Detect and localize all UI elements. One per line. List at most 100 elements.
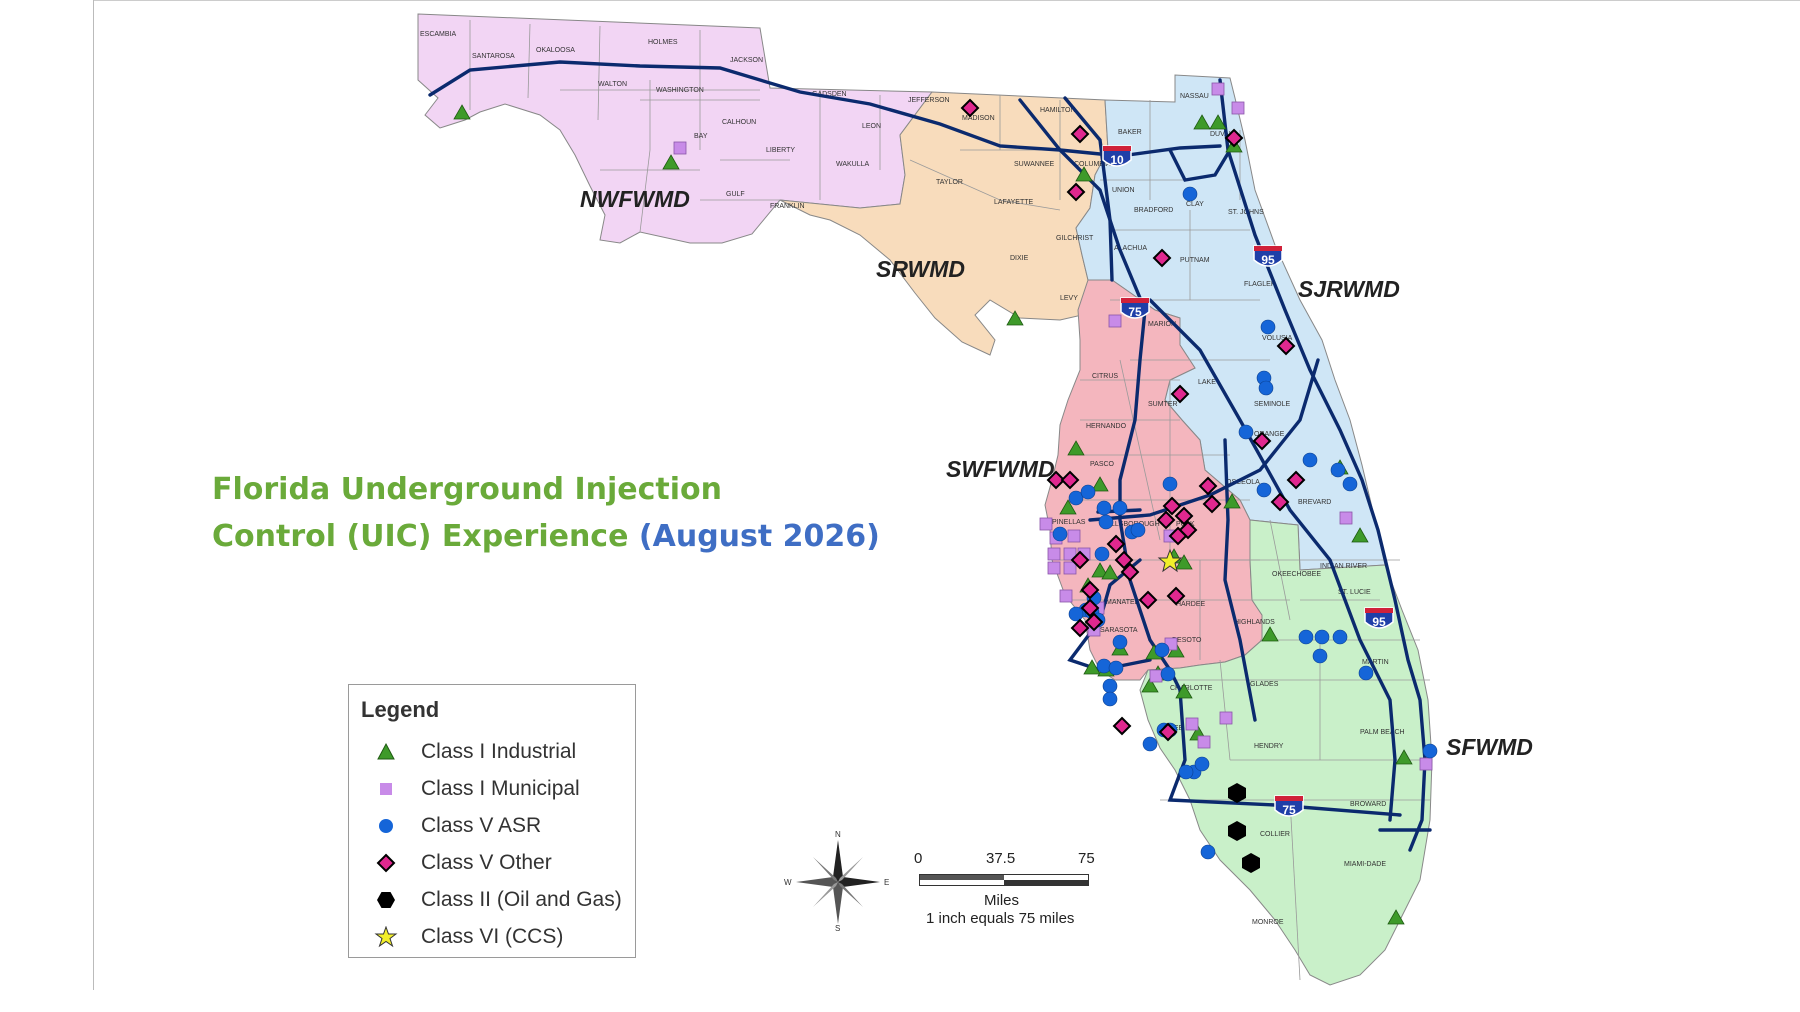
county-label: HIGHLANDS [1234, 619, 1275, 626]
scale-unit: Miles [984, 892, 1020, 909]
county-label: BROWARD [1350, 801, 1386, 808]
frame-top-border [93, 0, 1800, 1]
scale-bar-graphic [919, 874, 1089, 886]
county-label: COLUMBIA [1074, 161, 1111, 168]
star-icon [374, 926, 398, 948]
compass-s: S [835, 924, 841, 933]
class-v-other-marker [1168, 526, 1188, 546]
county-label: PUTNAM [1180, 257, 1210, 264]
class-i-industrial-marker [1209, 114, 1227, 130]
county-label: BREVARD [1298, 499, 1331, 506]
county-label: ESCAMBIA [420, 31, 457, 38]
class-v-other-marker [1070, 124, 1090, 144]
county-label: WAKULLA [836, 161, 870, 168]
legend-item-class-vi: Class VI (CCS) [349, 922, 629, 952]
class-v-other-marker [1270, 492, 1290, 512]
class-i-municipal-marker [1219, 711, 1233, 725]
i75-shield: 75 [1120, 297, 1150, 319]
legend-label: Class V ASR [421, 814, 542, 837]
svg-text:95: 95 [1261, 253, 1275, 267]
class-v-other-marker [1114, 550, 1134, 570]
compass-rose: N S W E [784, 830, 890, 933]
class-v-asr-markers [1052, 186, 1438, 860]
county-label: INDIAN RIVER [1320, 563, 1367, 570]
district-label-swfwmd: SWFWMD [946, 456, 1055, 482]
district-label-sjrwmd: SJRWMD [1298, 276, 1400, 302]
class-v-asr-marker [1162, 476, 1178, 492]
class-v-asr-marker [1112, 500, 1128, 516]
map-title-line2-text: Control (UIC) Experience [212, 519, 629, 554]
class-v-other-marker [1106, 534, 1126, 554]
class-v-asr-marker [1102, 691, 1118, 707]
class-i-municipal-marker [1063, 547, 1077, 561]
class-v-asr-marker [1096, 658, 1112, 674]
highway-i295 [1168, 148, 1232, 182]
county-label: DUVAL [1210, 131, 1233, 138]
class-i-industrial-marker [1075, 166, 1093, 182]
class-vi-markers [1157, 548, 1183, 573]
compass-e: E [884, 878, 890, 887]
legend-item-class-ii: Class II (Oil and Gas) [349, 885, 629, 915]
county-label: NASSAU [1180, 93, 1209, 100]
county-labels: ESCAMBIA SANTAROSA OKALOOSA HOLMES JACKS… [420, 31, 1405, 926]
county-label: WASHINGTON [656, 87, 704, 94]
county-label: CLAY [1186, 201, 1204, 208]
county-label: HARDEE [1176, 601, 1206, 608]
class-i-municipal-marker [1059, 589, 1073, 603]
class-i-municipal-marker [673, 141, 687, 155]
class-v-asr-marker [1094, 546, 1110, 562]
county-label: CALHOUN [722, 119, 756, 126]
class-i-municipal-marker [1419, 757, 1433, 771]
class-i-industrial-marker [1101, 564, 1119, 580]
county-label: SUWANNEE [1014, 161, 1055, 168]
county-label: SARASOTA [1100, 627, 1138, 634]
county-label: ST. LUCIE [1338, 589, 1371, 596]
scale-tick-75: 75 [1078, 850, 1095, 867]
county-label: HERNANDO [1086, 423, 1127, 430]
class-v-asr-marker [1332, 629, 1348, 645]
class-v-asr-marker [1194, 756, 1210, 772]
svg-text:75: 75 [1282, 803, 1296, 817]
class-ii-marker [1228, 783, 1246, 803]
county-label: PASCO [1090, 461, 1115, 468]
class-v-asr-marker [1302, 452, 1318, 468]
class-i-municipal-marker [1047, 561, 1061, 575]
class-v-asr-marker [1112, 634, 1128, 650]
legend-title: Legend [361, 697, 440, 722]
county-label: PALM BEACH [1360, 729, 1405, 736]
class-vi-marker [1157, 548, 1183, 573]
class-v-other-marker [1112, 716, 1132, 736]
class-v-asr-marker [1256, 482, 1272, 498]
class-i-municipal-marker [1067, 529, 1081, 543]
class-v-other-marker [1202, 494, 1222, 514]
class-v-asr-marker [1142, 736, 1158, 752]
class-v-asr-marker [1068, 606, 1084, 622]
class-i-industrial-marker [1091, 476, 1109, 492]
class-i-industrial-marker [1006, 310, 1024, 326]
class-v-other-marker [1120, 562, 1140, 582]
county-label: FRANKLIN [770, 203, 805, 210]
county-label: PINELLAS [1052, 519, 1086, 526]
compass-icon [796, 840, 880, 924]
map-title-line1: Florida Underground Injection [212, 472, 722, 507]
class-v-asr-marker [1068, 490, 1084, 506]
scale-tick-0: 0 [914, 850, 923, 867]
class-v-other-marker [1276, 336, 1296, 356]
legend-label: Class I Municipal [421, 777, 580, 800]
district-label-nwfwmd: NWFWMD [580, 186, 690, 212]
triangle-icon [377, 742, 395, 760]
county-label: LAFAYETTE [994, 199, 1033, 206]
county-label: MARTIN [1362, 659, 1389, 666]
class-v-asr-marker [1178, 764, 1194, 780]
class-i-industrial-marker [1223, 493, 1241, 509]
class-i-industrial-marker [1059, 499, 1077, 515]
class-ii-marker [1242, 853, 1260, 873]
map-title-line2: Control (UIC) Experience (August 2026) [212, 513, 880, 560]
class-v-other-marker [1170, 384, 1190, 404]
county-label: GADSDEN [812, 91, 847, 98]
i10-shield: 10 [1102, 145, 1132, 167]
class-v-other-marker [1066, 182, 1086, 202]
square-icon [380, 783, 392, 795]
class-v-other-marker [1070, 618, 1090, 638]
district-label-sfwmd: SFWMD [1446, 734, 1533, 760]
